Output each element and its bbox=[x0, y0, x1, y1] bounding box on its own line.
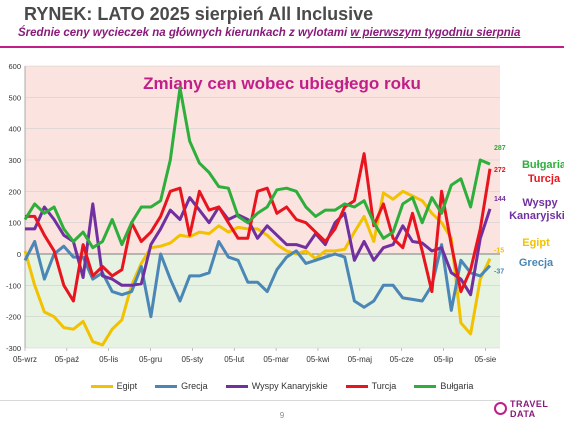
legend-item: Bułgaria bbox=[414, 381, 473, 391]
data-label-end: 272 bbox=[494, 167, 506, 174]
footer-rule bbox=[0, 400, 500, 401]
x-tick-label: 05-maj bbox=[348, 355, 373, 364]
x-tick-label: 05-lis bbox=[99, 355, 118, 364]
slide-title: RYNEK: LATO 2025 sierpień All Inclusive bbox=[24, 4, 374, 24]
legend-swatch bbox=[225, 384, 248, 388]
legend-label: Egipt bbox=[116, 381, 138, 391]
subtitle-text: Średnie ceny wycieczek na głównych kieru… bbox=[18, 27, 351, 39]
data-label-end: -15 bbox=[494, 248, 504, 255]
chart-legend: Egipt Grecja Wyspy Kanaryjskie Turcja Bułgar… bbox=[0, 381, 564, 391]
data-label-end: 287 bbox=[494, 145, 506, 152]
series-line-egipt bbox=[23, 189, 492, 347]
legend-label: Bułgaria bbox=[440, 381, 474, 391]
y-tick-label: 100 bbox=[8, 219, 21, 228]
legend-swatch bbox=[90, 384, 113, 388]
x-tick-label: 05-wrz bbox=[13, 355, 37, 364]
y-tick-label: -100 bbox=[6, 281, 21, 290]
y-tick-label: 0 bbox=[17, 250, 21, 259]
legend-label: Grecja bbox=[181, 381, 208, 391]
data-label-end: -37 bbox=[494, 269, 504, 276]
y-tick-label: 500 bbox=[8, 93, 21, 102]
series-side-label: Turcja bbox=[528, 173, 561, 185]
y-tick-label: 200 bbox=[8, 187, 21, 196]
x-tick-label: 05-mar bbox=[263, 355, 289, 364]
page-number: 9 bbox=[279, 411, 285, 420]
y-tick-label: 600 bbox=[8, 62, 21, 71]
logo-line-2: DATA bbox=[510, 409, 536, 419]
x-tick-label: 05-cze bbox=[390, 355, 415, 364]
legend-item: Turcja bbox=[345, 381, 397, 391]
legend-swatch bbox=[414, 384, 437, 388]
legend-item: Grecja bbox=[155, 381, 208, 391]
legend-swatch bbox=[345, 384, 368, 388]
header-accent bbox=[0, 0, 10, 46]
x-tick-label: 05-paź bbox=[55, 355, 79, 364]
series-side-label: Egipt bbox=[522, 237, 550, 249]
series-side-label: Kanaryjskie bbox=[509, 210, 564, 222]
x-tick-label: 05-sty bbox=[182, 355, 204, 364]
x-tick-label: 05-sie bbox=[474, 355, 496, 364]
x-tick-label: 05-lip bbox=[434, 355, 454, 364]
logo-text: TRAVEL DATA bbox=[510, 399, 548, 419]
data-label-end: 144 bbox=[494, 196, 506, 203]
header-rule bbox=[0, 46, 564, 48]
y-tick-label: -200 bbox=[6, 313, 21, 322]
y-tick-label: 300 bbox=[8, 156, 21, 165]
y-tick-label: -300 bbox=[6, 344, 21, 353]
series-side-label: Bułgaria bbox=[522, 159, 564, 171]
y-tick-label: 400 bbox=[8, 125, 21, 134]
series-line-bułgaria bbox=[23, 86, 491, 250]
travel-data-logo: TRAVEL DATA bbox=[494, 399, 554, 421]
logo-ring-icon bbox=[494, 402, 507, 415]
legend-label: Wyspy Kanaryjskie bbox=[251, 381, 328, 391]
x-tick-label: 05-lut bbox=[224, 355, 245, 364]
chart-title: Zmiany cen wobec ubiegłego roku bbox=[143, 74, 421, 93]
slide-subtitle: Średnie ceny wycieczek na głównych kieru… bbox=[18, 27, 520, 39]
x-tick-label: 05-gru bbox=[139, 355, 162, 364]
logo-line-1: TRAVEL bbox=[510, 399, 549, 409]
series-line-turcja bbox=[25, 152, 492, 303]
line-chart: -300 -200 -100 0 100 200 300 400 500 600 05-wrz 05-… bbox=[6, 62, 564, 364]
series-side-label: Wyspy bbox=[522, 197, 558, 209]
legend-item: Wyspy Kanaryjskie bbox=[225, 381, 328, 391]
x-tick-label: 05-kwi bbox=[306, 355, 329, 364]
legend-label: Turcja bbox=[371, 381, 397, 391]
series-line-wyspy-kanaryjskie bbox=[25, 196, 492, 297]
subtitle-underlined-text: w pierwszym tygodniu sierpnia bbox=[350, 27, 521, 39]
legend-swatch bbox=[155, 384, 178, 388]
legend-item: Egipt bbox=[90, 381, 138, 391]
series-side-label: Grecja bbox=[519, 257, 554, 269]
negative-region bbox=[25, 254, 500, 348]
